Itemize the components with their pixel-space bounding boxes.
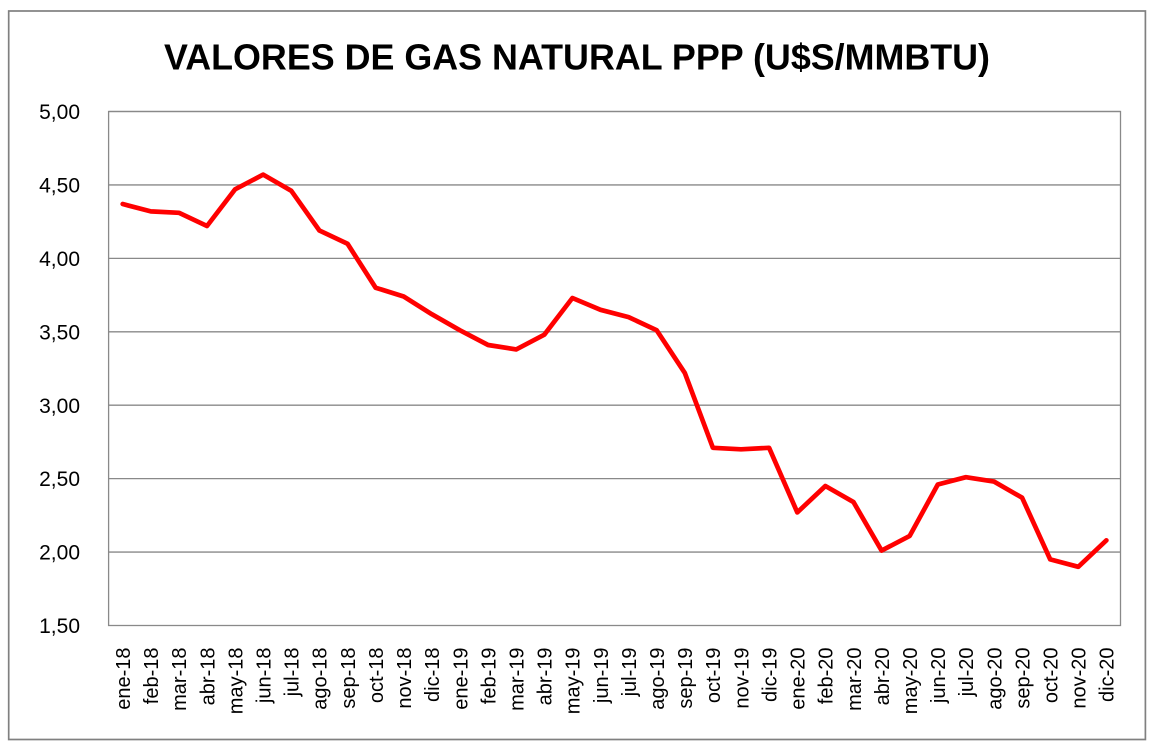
svg-text:1,50: 1,50 — [39, 615, 80, 638]
svg-text:4,00: 4,00 — [39, 248, 80, 271]
svg-text:oct-19: oct-19 — [703, 648, 725, 704]
svg-text:mar-20: mar-20 — [844, 648, 866, 711]
svg-text:nov-20: nov-20 — [1069, 648, 1091, 709]
svg-text:ene-18: ene-18 — [113, 648, 135, 710]
svg-text:mar-18: mar-18 — [169, 648, 191, 711]
svg-text:may-18: may-18 — [225, 648, 247, 715]
svg-text:abr-20: abr-20 — [872, 648, 894, 706]
svg-text:jul-19: jul-19 — [619, 648, 641, 698]
svg-text:feb-18: feb-18 — [141, 648, 163, 705]
svg-text:may-20: may-20 — [900, 648, 922, 715]
svg-text:nov-19: nov-19 — [731, 648, 753, 709]
svg-text:ago-19: ago-19 — [647, 648, 669, 710]
svg-text:nov-18: nov-18 — [394, 648, 416, 709]
svg-text:oct-18: oct-18 — [366, 648, 388, 704]
svg-text:ene-20: ene-20 — [788, 648, 810, 710]
svg-text:jun-19: jun-19 — [591, 648, 613, 705]
svg-text:jun-18: jun-18 — [254, 648, 276, 705]
svg-text:jul-18: jul-18 — [282, 648, 304, 698]
svg-text:2,00: 2,00 — [39, 542, 80, 565]
svg-text:VALORES DE GAS NATURAL PPP (U$: VALORES DE GAS NATURAL PPP (U$S/MMBTU) — [164, 37, 990, 78]
svg-text:may-19: may-19 — [563, 648, 585, 715]
svg-text:3,00: 3,00 — [39, 395, 80, 418]
svg-text:ago-20: ago-20 — [984, 648, 1006, 710]
svg-text:4,50: 4,50 — [39, 175, 80, 198]
svg-text:sep-18: sep-18 — [338, 648, 360, 709]
svg-text:ene-19: ene-19 — [450, 648, 472, 710]
svg-text:abr-18: abr-18 — [197, 648, 219, 706]
svg-text:2,50: 2,50 — [39, 468, 80, 491]
svg-text:dic-20: dic-20 — [1097, 648, 1119, 702]
svg-text:feb-20: feb-20 — [816, 648, 838, 705]
svg-text:dic-19: dic-19 — [759, 648, 781, 702]
svg-text:sep-19: sep-19 — [675, 648, 697, 709]
svg-text:feb-19: feb-19 — [478, 648, 500, 705]
svg-text:jun-20: jun-20 — [928, 648, 950, 705]
svg-text:3,50: 3,50 — [39, 321, 80, 344]
svg-text:abr-19: abr-19 — [535, 648, 557, 706]
svg-text:jul-20: jul-20 — [956, 648, 978, 698]
svg-text:dic-18: dic-18 — [422, 648, 444, 702]
svg-text:ago-18: ago-18 — [310, 648, 332, 710]
svg-text:5,00: 5,00 — [39, 101, 80, 124]
svg-text:mar-19: mar-19 — [507, 648, 529, 711]
svg-text:oct-20: oct-20 — [1041, 648, 1063, 704]
svg-text:sep-20: sep-20 — [1012, 648, 1034, 709]
